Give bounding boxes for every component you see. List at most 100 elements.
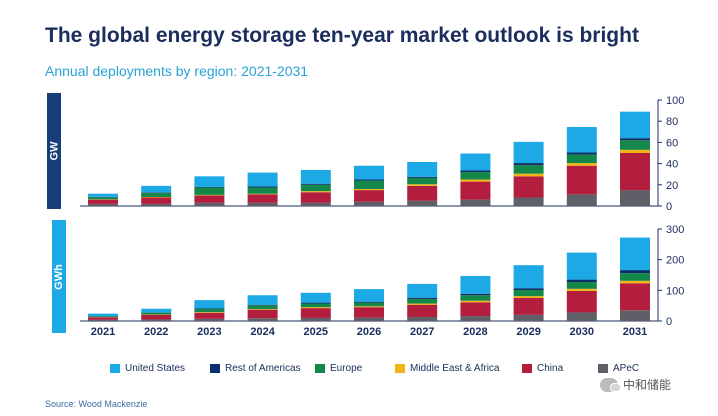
chart-title: The global energy storage ten-year marke…: [45, 24, 639, 47]
gwh-bar-china-2021: [88, 317, 118, 320]
gwh-bar-united-states-2021: [88, 313, 118, 317]
gwh-bar-china-2031: [620, 283, 650, 311]
gwh-bar-united-states-2026: [354, 289, 384, 302]
x-tick-label: 2021: [91, 326, 115, 338]
gwh-bar-europe-2029: [513, 290, 544, 297]
x-tick-label: 2028: [463, 326, 487, 338]
gw-bar-china-2029: [513, 176, 544, 198]
gw-bar-rest-of-americas-2023: [194, 186, 225, 188]
gw-bar-rest-of-americas-2026: [354, 179, 384, 181]
legend-label: China: [537, 363, 564, 374]
watermark: 中和储能: [600, 376, 671, 393]
gwh-bar-rest-of-americas-2026: [354, 301, 384, 303]
gwh-bar-china-2028: [460, 302, 491, 317]
gw-bar-europe-2023: [194, 187, 225, 195]
gw-bar-europe-2031: [620, 140, 650, 150]
gw-panel-tab: GW: [47, 93, 61, 209]
gw-bar-rest-of-americas-2027: [407, 176, 438, 178]
x-tick-label: 2023: [197, 326, 221, 338]
gw-y-tick-label: 100: [666, 95, 684, 107]
gw-bar-europe-2024: [247, 187, 278, 194]
gw-y-tick-label: 60: [666, 137, 678, 149]
x-tick-label: 2026: [357, 326, 381, 338]
gwh-bar-united-states-2031: [620, 237, 650, 271]
gwh-bar-middle-east-africa-2030: [566, 288, 597, 291]
gw-bar-united-states-2027: [407, 162, 438, 177]
source-note: Source: Wood Mackenzie: [45, 399, 148, 409]
legend-swatch: [315, 364, 325, 373]
gwh-bar-middle-east-africa-2026: [354, 306, 384, 308]
gw-bar-apec-2027: [407, 200, 438, 206]
gw-bar-rest-of-americas-2025: [300, 183, 331, 185]
gwh-bar-rest-of-americas-2023: [194, 308, 225, 310]
gw-bar-united-states-2022: [141, 185, 172, 193]
legend-label: Rest of Americas: [225, 363, 301, 374]
legend-swatch: [210, 364, 220, 373]
gwh-bar-china-2030: [566, 290, 597, 313]
gwh-bar-united-states-2029: [513, 265, 544, 289]
gw-bar-apec-2026: [354, 201, 384, 206]
legend-item: Middle East & Africa: [395, 363, 499, 374]
gwh-bar-europe-2021: [88, 316, 118, 318]
gw-bar-china-2022: [141, 197, 172, 204]
gwh-bar-united-states-2027: [407, 283, 438, 298]
gwh-bar-apec-2028: [460, 316, 491, 321]
gwh-bar-middle-east-africa-2025: [300, 307, 331, 309]
wechat-icon: [600, 377, 621, 392]
gwh-bar-china-2025: [300, 308, 331, 318]
gwh-bar-rest-of-americas-2027: [407, 297, 438, 299]
gwh-y-tick-label: 200: [666, 255, 684, 267]
x-tick-label: 2022: [144, 326, 168, 338]
gw-y-tick-label: 80: [666, 116, 678, 128]
gw-bar-apec-2031: [620, 190, 650, 206]
gw-bar-united-states-2029: [513, 141, 544, 164]
gw-bar-middle-east-africa-2025: [300, 191, 331, 193]
gw-y-tick-label: 40: [666, 159, 678, 171]
gwh-bar-apec-2027: [407, 317, 438, 321]
gw-bar-apec-2025: [300, 202, 331, 206]
gwh-bar-rest-of-americas-2025: [300, 302, 331, 304]
gw-bar-china-2027: [407, 185, 438, 201]
gw-bar-united-states-2024: [247, 172, 278, 187]
gw-bar-united-states-2026: [354, 165, 384, 180]
gw-bar-rest-of-americas-2028: [460, 170, 491, 173]
gw-bar-europe-2027: [407, 177, 438, 185]
gwh-bar-middle-east-africa-2024: [247, 309, 278, 310]
legend-item: China: [522, 363, 563, 374]
gwh-bar-china-2027: [407, 304, 438, 318]
gw-bar-europe-2025: [300, 184, 331, 192]
gwh-bar-rest-of-americas-2030: [566, 279, 597, 283]
gw-bar-middle-east-africa-2030: [566, 163, 597, 166]
chart-subtitle: Annual deployments by region: 2021-2031: [45, 63, 309, 79]
gwh-bar-united-states-2025: [300, 292, 331, 303]
legend-item: United States: [110, 363, 185, 374]
gw-bar-china-2028: [460, 181, 491, 200]
gw-bar-united-states-2021: [88, 193, 118, 197]
gwh-bar-middle-east-africa-2031: [620, 280, 650, 284]
gwh-bar-middle-east-africa-2029: [513, 296, 544, 298]
legend-label: United States: [125, 363, 186, 374]
gwh-bar-europe-2024: [247, 305, 278, 310]
x-tick-label: 2025: [304, 326, 328, 338]
gwh-bar-china-2029: [513, 298, 544, 315]
legend-swatch: [110, 364, 120, 373]
gw-bar-europe-2028: [460, 172, 491, 180]
gwh-bar-united-states-2030: [566, 252, 597, 280]
gwh-bar-apec-2021: [88, 319, 118, 321]
gwh-y-tick-label: 300: [666, 224, 684, 236]
gwh-bar-apec-2031: [620, 310, 650, 321]
gw-bar-rest-of-americas-2030: [566, 152, 597, 155]
x-tick-label: 2030: [570, 326, 594, 338]
gwh-bar-china-2026: [354, 307, 384, 318]
gw-bar-europe-2026: [354, 180, 384, 190]
gw-bar-china-2023: [194, 195, 225, 203]
gwh-bar-apec-2025: [300, 317, 331, 321]
gwh-bar-europe-2030: [566, 282, 597, 289]
gwh-bar-united-states-2023: [194, 300, 225, 309]
gwh-bar-europe-2023: [194, 309, 225, 313]
gw-bar-china-2031: [620, 153, 650, 191]
gwh-bar-apec-2026: [354, 317, 384, 321]
x-tick-label: 2024: [250, 326, 275, 338]
gw-bar-china-2026: [354, 190, 384, 202]
